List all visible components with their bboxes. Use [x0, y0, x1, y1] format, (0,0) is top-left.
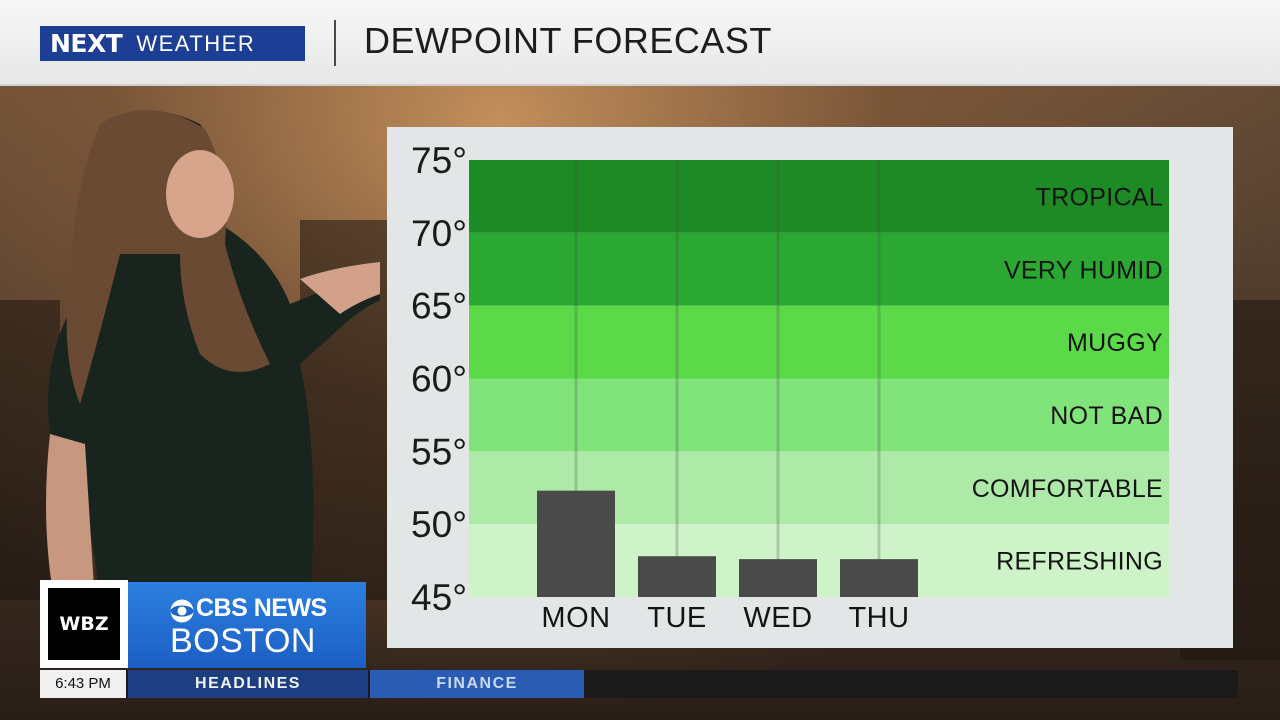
bar-mon	[537, 490, 615, 597]
y-tick-label: 60°	[411, 359, 467, 400]
x-tick-label: MON	[541, 602, 610, 634]
band-label: REFRESHING	[996, 548, 1163, 576]
cbs-eye-icon	[170, 599, 194, 623]
page-title: DEWPOINT FORECAST	[364, 20, 772, 61]
logo-next-text: NEXT	[50, 29, 123, 58]
dewpoint-chart: 75° 70° 65° 60° 55° 50° 45° TROPICAL VERY HUMID…	[411, 140, 1169, 634]
news-ticker: 6:43 PM HEADLINES FINANCE	[40, 670, 1238, 698]
presenter-figure	[46, 110, 380, 604]
band-not-bad	[469, 378, 1169, 452]
chart-panel: 75° 70° 65° 60° 55° 50° 45° TROPICAL VERY HUMID…	[387, 127, 1233, 648]
x-tick-label: THU	[848, 602, 909, 634]
band-label: TROPICAL	[1036, 183, 1163, 211]
cbs-news-boston-logo: CBS NEWS BOSTON	[128, 582, 366, 668]
y-tick-label: 70°	[411, 213, 467, 254]
x-tick-label: TUE	[647, 602, 707, 634]
y-tick-label: 50°	[411, 504, 467, 545]
y-tick-label: 75°	[411, 140, 467, 181]
wbz-logo: WBZ	[40, 580, 128, 668]
wbz-logo-text: WBZ	[48, 588, 120, 660]
band-label: COMFORTABLE	[972, 475, 1163, 503]
x-tick-label: WED	[743, 602, 812, 634]
header-bar: NEXT WEATHER DEWPOINT FORECAST	[0, 0, 1280, 86]
ticker-time: 6:43 PM	[40, 670, 126, 698]
bar-tue	[638, 556, 716, 597]
logo-weather-text: WEATHER	[136, 30, 256, 56]
band-tropical	[469, 160, 1169, 233]
band-label: VERY HUMID	[1004, 256, 1163, 284]
band-label: MUGGY	[1067, 329, 1163, 357]
y-tick-label: 55°	[411, 431, 467, 472]
y-tick-label: 65°	[411, 286, 467, 327]
band-muggy	[469, 305, 1169, 379]
city-name: BOSTON	[170, 622, 316, 660]
band-very-humid	[469, 232, 1169, 306]
bar-wed	[739, 559, 817, 597]
next-weather-logo: NEXT WEATHER	[40, 26, 305, 61]
network-name: CBS NEWS	[196, 594, 327, 622]
band-label: NOT BAD	[1050, 402, 1163, 430]
ticker-finance[interactable]: FINANCE	[370, 670, 584, 698]
header-divider	[334, 20, 336, 66]
y-tick-label: 45°	[411, 577, 467, 618]
ticker-headlines[interactable]: HEADLINES	[128, 670, 368, 698]
bar-thu	[840, 559, 918, 597]
